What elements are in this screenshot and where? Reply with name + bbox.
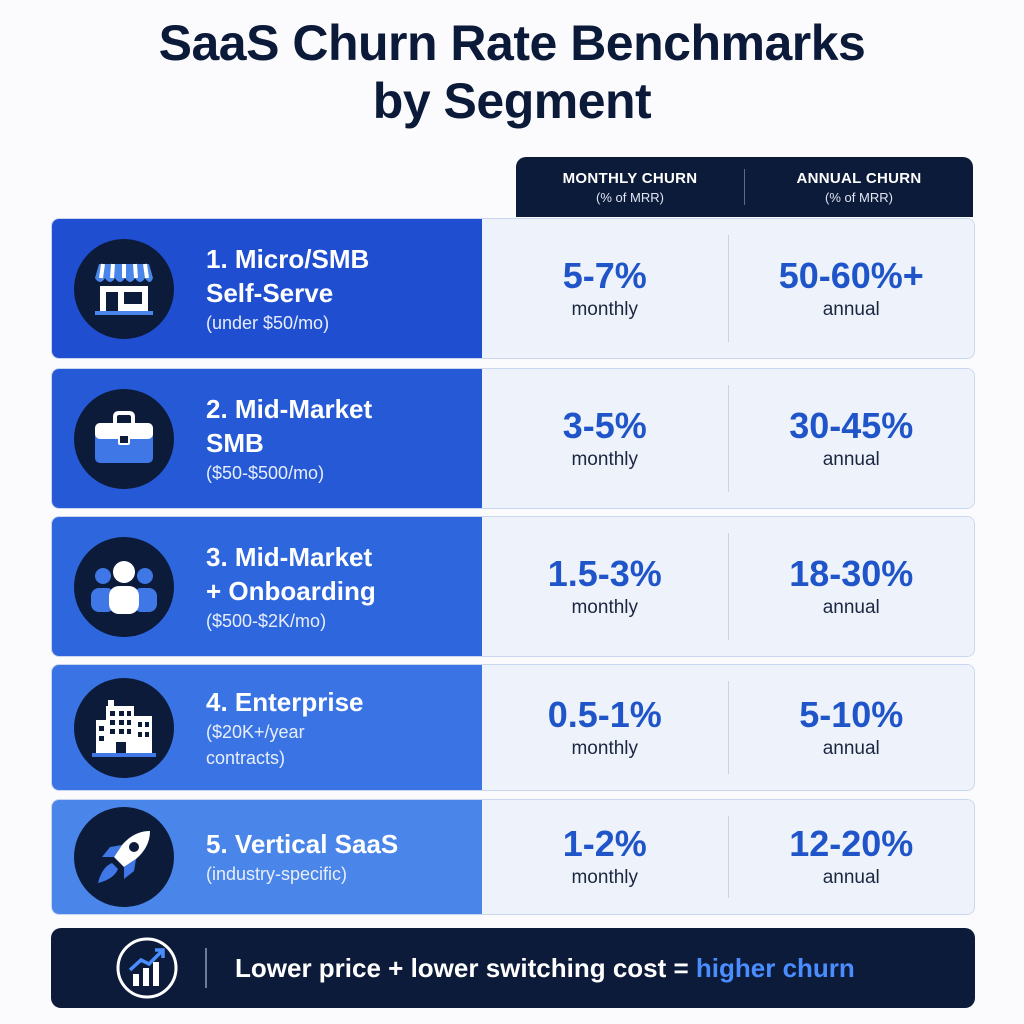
segment-label-panel: 4. Enterprise ($20K+/year contracts) <box>52 665 482 790</box>
segment-label-panel: 2. Mid-Market SMB ($50-$500/mo) <box>52 369 482 508</box>
monthly-churn-cell: 3-5% monthly <box>482 369 728 508</box>
segment-label: 4. Enterprise ($20K+/year contracts) <box>206 685 364 771</box>
footer-highlight: higher churn <box>695 952 855 983</box>
segment-name: 1. Micro/SMB <box>206 243 370 274</box>
monthly-churn-cell: 1.5-3% monthly <box>482 517 728 656</box>
footer-text: Lower price + lower switching cost = hig… <box>235 953 855 984</box>
monthly-churn-cell: 5-7% monthly <box>482 219 728 358</box>
column-monthly-sub: (% of MRR) <box>596 189 664 205</box>
column-annual-sub: (% of MRR) <box>825 189 893 205</box>
segment-label-panel: 3. Mid-Market + Onboarding ($500-$2K/mo) <box>52 517 482 656</box>
segment-name: 2. Mid-Market <box>206 393 373 424</box>
column-monthly: MONTHLY CHURN (% of MRR) <box>516 157 744 217</box>
column-annual-title: ANNUAL CHURN <box>796 169 922 187</box>
annual-churn-value: 30-45% <box>789 404 914 446</box>
annual-churn-value: 5-10% <box>799 693 904 735</box>
segment-row-enterprise: 4. Enterprise ($20K+/year contracts) 0.5… <box>51 664 975 791</box>
cell-divider <box>727 681 729 774</box>
cell-divider <box>727 385 729 492</box>
segment-row-mid-market-smb: 2. Mid-Market SMB ($50-$500/mo) 3-5% mon… <box>51 368 975 509</box>
segment-price: ($500-$2K/mo) <box>206 610 327 631</box>
segment-row-micro-smb: 1. Micro/SMB Self-Serve (under $50/mo) 5… <box>51 218 975 359</box>
column-annual: ANNUAL CHURN (% of MRR) <box>745 157 973 217</box>
cell-divider <box>727 816 729 898</box>
segment-values: 5-7% monthly 50-60%+ annual <box>482 219 974 358</box>
column-header: MONTHLY CHURN (% of MRR) ANNUAL CHURN (%… <box>516 157 973 217</box>
segment-price-line-2: contracts) <box>206 747 286 768</box>
segment-name-line-2: Self-Serve <box>206 277 334 308</box>
segment-label: 3. Mid-Market + Onboarding ($500-$2K/mo) <box>206 540 376 634</box>
title-line-2: by Segment <box>372 73 652 129</box>
annual-churn-value: 50-60%+ <box>778 254 924 296</box>
growth-chart-icon <box>116 937 178 999</box>
segment-label: 5. Vertical SaaS (industry-specific) <box>206 827 398 887</box>
monthly-churn-value: 1-2% <box>562 823 647 864</box>
annual-churn-cell: 30-45% annual <box>729 369 975 508</box>
cell-divider <box>727 533 729 640</box>
cell-divider <box>727 235 729 342</box>
annual-churn-value: 12-20% <box>789 823 914 864</box>
annual-churn-cell: 12-20% annual <box>729 800 975 914</box>
annual-churn-unit: annual <box>822 737 880 759</box>
rocket-icon <box>74 807 174 907</box>
segment-values: 1.5-3% monthly 18-30% annual <box>482 517 974 656</box>
segment-label: 2. Mid-Market SMB ($50-$500/mo) <box>206 392 372 486</box>
segment-name: 5. Vertical SaaS <box>206 829 399 859</box>
segment-row-vertical-saas: 5. Vertical SaaS (industry-specific) 1-2… <box>51 799 975 915</box>
monthly-churn-value: 3-5% <box>562 404 647 446</box>
segment-label: 1. Micro/SMB Self-Serve (under $50/mo) <box>206 242 369 336</box>
storefront-icon <box>74 238 174 339</box>
annual-churn-value: 18-30% <box>789 552 914 594</box>
segment-label-panel: 5. Vertical SaaS (industry-specific) <box>52 800 482 914</box>
briefcase-icon <box>74 388 174 489</box>
segment-values: 3-5% monthly 30-45% annual <box>482 369 974 508</box>
segment-name-line-2: + Onboarding <box>206 575 376 606</box>
segment-price: ($20K+/year <box>206 721 305 742</box>
segment-name: 3. Mid-Market <box>206 541 373 572</box>
monthly-churn-unit: monthly <box>571 298 639 320</box>
segment-values: 1-2% monthly 12-20% annual <box>482 800 974 914</box>
annual-churn-unit: annual <box>822 298 880 320</box>
segment-price: ($50-$500/mo) <box>206 462 325 483</box>
monthly-churn-unit: monthly <box>571 737 639 759</box>
annual-churn-cell: 18-30% annual <box>729 517 975 656</box>
column-monthly-title: MONTHLY CHURN <box>562 169 698 187</box>
monthly-churn-unit: monthly <box>571 867 639 888</box>
title-line-1: SaaS Churn Rate Benchmarks <box>158 15 866 71</box>
annual-churn-cell: 5-10% annual <box>729 665 975 790</box>
segment-price: (under $50/mo) <box>206 312 330 333</box>
annual-churn-unit: annual <box>822 448 880 470</box>
users-icon <box>74 536 174 637</box>
segment-name: 4. Enterprise <box>206 686 364 717</box>
segment-name-line-2: SMB <box>206 427 264 458</box>
footer-divider <box>205 948 207 988</box>
page-title: SaaS Churn Rate Benchmarks by Segment <box>0 14 1024 130</box>
segment-label-panel: 1. Micro/SMB Self-Serve (under $50/mo) <box>52 219 482 358</box>
segment-values: 0.5-1% monthly 5-10% annual <box>482 665 974 790</box>
monthly-churn-value: 5-7% <box>562 254 647 296</box>
footer-statement: Lower price + lower switching cost = <box>235 952 696 983</box>
segment-row-mid-market-onboarding: 3. Mid-Market + Onboarding ($500-$2K/mo)… <box>51 516 975 657</box>
annual-churn-cell: 50-60%+ annual <box>729 219 975 358</box>
monthly-churn-value: 1.5-3% <box>547 552 662 594</box>
monthly-churn-unit: monthly <box>571 448 639 470</box>
monthly-churn-cell: 0.5-1% monthly <box>482 665 728 790</box>
annual-churn-unit: annual <box>822 867 880 888</box>
segment-price: (industry-specific) <box>206 864 348 884</box>
monthly-churn-value: 0.5-1% <box>547 693 662 735</box>
monthly-churn-unit: monthly <box>571 596 639 618</box>
column-divider <box>744 169 745 205</box>
building-icon <box>74 677 174 778</box>
monthly-churn-cell: 1-2% monthly <box>482 800 728 914</box>
annual-churn-unit: annual <box>822 596 880 618</box>
footer-banner: Lower price + lower switching cost = hig… <box>51 928 975 1008</box>
